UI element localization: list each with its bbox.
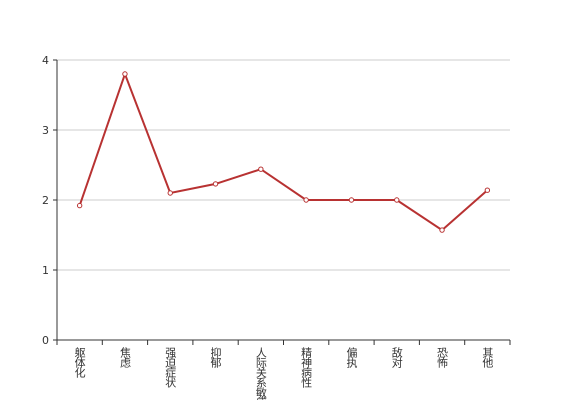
x-tick-label: 抑郁 — [209, 346, 222, 368]
y-tick-label: 2 — [42, 194, 49, 207]
x-tick-label: 人际关系敏感 — [254, 347, 267, 400]
point — [303, 197, 309, 203]
x-tick-label: 其他 — [481, 347, 494, 368]
x-tick-label: 精神病性 — [300, 347, 313, 389]
line — [78, 71, 489, 232]
x-tick-label: 偏执 — [345, 346, 358, 369]
x-tick-label: 焦虑 — [118, 347, 131, 368]
point — [258, 166, 264, 172]
point — [167, 190, 173, 196]
x-tick-label: 躯体化 — [73, 347, 86, 379]
point — [212, 181, 219, 187]
point — [122, 71, 128, 77]
x-tick-label: 恐怖 — [436, 347, 449, 368]
point — [439, 227, 445, 233]
y-tick-label: 0 — [42, 334, 49, 347]
point — [484, 187, 491, 193]
point — [76, 202, 83, 209]
point — [348, 197, 355, 203]
x-tick-label: 敌对 — [390, 346, 403, 368]
y-tick-label: 1 — [42, 264, 49, 277]
y-tick-label: 3 — [42, 124, 49, 137]
point — [394, 197, 400, 203]
x-tick-label: 强迫症状 — [164, 347, 177, 388]
y-tick-label: 4 — [42, 54, 49, 67]
